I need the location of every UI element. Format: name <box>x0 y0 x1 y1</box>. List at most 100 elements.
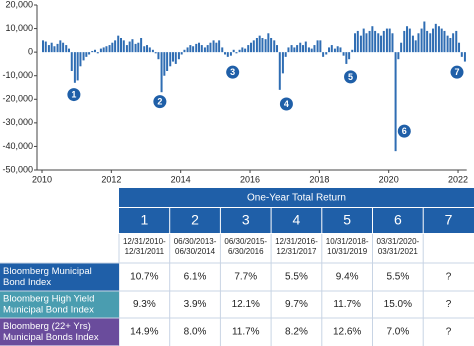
y-tick-label: 20,000 <box>5 0 33 9</box>
bar <box>385 28 388 53</box>
bar <box>198 42 201 53</box>
column-period: 06/30/2013- <box>174 237 217 246</box>
bar <box>368 30 371 53</box>
bar <box>44 41 47 53</box>
bar <box>180 52 183 55</box>
cell-value: 7.0% <box>386 327 409 338</box>
row-label: Bond Index <box>3 277 51 288</box>
cell-value: 9.3% <box>133 299 156 310</box>
bar <box>244 48 247 53</box>
y-tick-label: 0 <box>28 47 33 57</box>
bar <box>293 47 296 53</box>
bar <box>128 41 131 53</box>
bar <box>377 33 380 53</box>
bar <box>76 52 79 81</box>
bar <box>131 39 134 53</box>
cell-value: 5.5% <box>386 272 409 283</box>
y-tick-label: -20,000 <box>2 94 33 104</box>
row-label-bg <box>0 291 119 318</box>
bar <box>62 42 65 53</box>
column-number: 3 <box>242 212 250 228</box>
annotation-label: 1 <box>71 89 76 99</box>
bar <box>380 35 383 53</box>
cell-value: ? <box>446 299 452 310</box>
cell-value: 12.1% <box>232 299 260 310</box>
bar <box>117 35 120 53</box>
bar <box>339 47 342 53</box>
bar <box>276 45 279 53</box>
bar <box>250 42 253 53</box>
bar <box>47 45 50 53</box>
bar <box>452 33 455 53</box>
bar <box>200 45 203 53</box>
x-tick-label: 2016 <box>240 174 260 184</box>
bar <box>42 40 44 53</box>
bar <box>221 47 224 53</box>
bar <box>212 40 215 53</box>
x-tick-label: 2012 <box>101 174 121 184</box>
bar <box>287 47 290 53</box>
bar <box>195 43 198 53</box>
bar <box>351 49 354 53</box>
bar <box>403 30 406 53</box>
bar <box>189 45 192 53</box>
number-row-bg <box>119 208 474 233</box>
bar <box>229 52 232 56</box>
bar <box>316 40 319 53</box>
bar <box>426 30 429 53</box>
cell-value: 11.7% <box>333 299 361 310</box>
column-number: 4 <box>293 212 301 228</box>
bar <box>53 46 56 53</box>
annotation-label: 5 <box>348 72 353 82</box>
bar <box>408 28 411 53</box>
bar <box>302 45 305 53</box>
bar <box>68 48 71 53</box>
annotation-marker <box>279 97 293 111</box>
cell-value: 8.2% <box>285 327 308 338</box>
column-period: 12/31/2017 <box>276 247 317 256</box>
bar <box>394 52 397 152</box>
bar <box>391 33 394 53</box>
bar <box>273 40 276 53</box>
bar <box>313 45 316 53</box>
bar <box>85 52 88 57</box>
table-header-bg <box>119 188 474 207</box>
column-period: 03/31/2020- <box>376 237 419 246</box>
x-tick-label: 2020 <box>379 174 399 184</box>
table-header: One-Year Total Return <box>247 193 346 204</box>
cell-value: ? <box>446 327 452 338</box>
bar <box>137 42 140 53</box>
annotation-marker <box>450 65 464 79</box>
bar <box>226 52 229 57</box>
cell-value: 7.7% <box>234 272 257 283</box>
column-number: 7 <box>445 212 453 228</box>
bar <box>218 40 221 53</box>
bar <box>157 52 160 60</box>
bar <box>166 52 169 71</box>
bar <box>186 47 189 53</box>
column-number: 6 <box>394 212 402 228</box>
bar <box>374 30 377 53</box>
bar <box>105 46 108 53</box>
bar <box>79 52 82 67</box>
bar <box>140 38 143 53</box>
column-period: 10/31/2019 <box>327 247 368 256</box>
bar <box>411 35 414 53</box>
bar <box>174 52 177 64</box>
bar <box>65 45 68 53</box>
cell-value: 8.0% <box>184 327 207 338</box>
bar <box>215 42 218 53</box>
bar <box>460 52 463 57</box>
bar <box>420 28 423 53</box>
row-label: Bloomberg (22+ Yrs) <box>3 321 91 332</box>
bar <box>299 42 302 53</box>
bar <box>122 40 125 53</box>
y-tick-label: -10,000 <box>2 70 33 80</box>
cell-value: 11.7% <box>232 327 260 338</box>
bar <box>160 52 163 93</box>
annotation-marker <box>397 124 411 138</box>
column-period: 03/31/2021 <box>378 247 419 256</box>
bar <box>261 38 264 53</box>
bar <box>143 46 146 53</box>
